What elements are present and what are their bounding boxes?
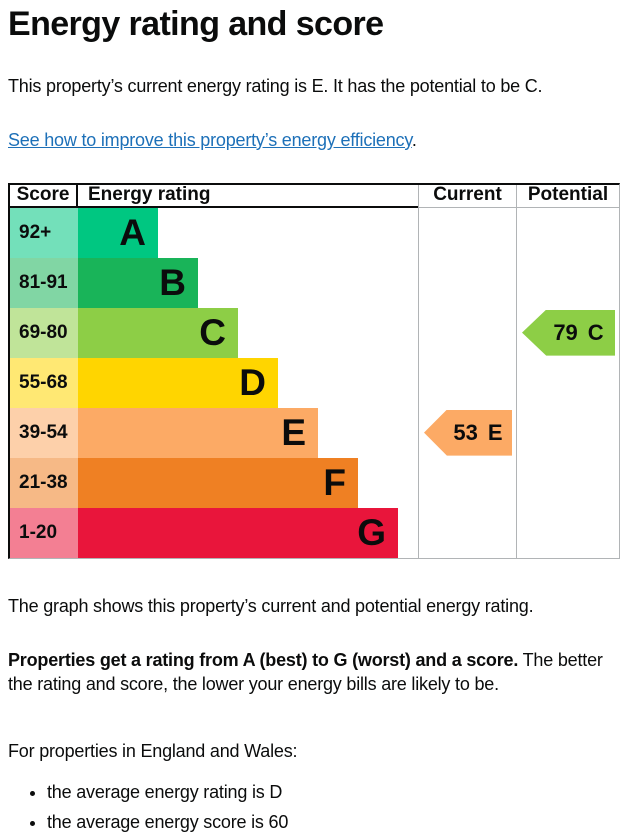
- chart-header-row: Score Energy rating Current Potential: [10, 184, 619, 208]
- band-d-score: 55-68: [10, 357, 78, 408]
- band-a-letter: A: [119, 212, 146, 254]
- band-f-score: 21-38: [10, 457, 78, 508]
- band-e-score: 39-54: [10, 407, 78, 458]
- header-current: Current: [418, 184, 516, 208]
- band-c-letter: C: [199, 312, 226, 354]
- potential-rating-letter: C: [587, 319, 604, 345]
- band-b-score: 81-91: [10, 257, 78, 308]
- band-c-bar: C: [78, 307, 238, 358]
- current-cell-d: [418, 357, 516, 408]
- potential-cell-f: [516, 457, 619, 508]
- intro-text: This property’s current energy rating is…: [8, 75, 543, 96]
- band-row-e: 39-54 E 53 E: [10, 407, 619, 458]
- header-score: Score: [10, 184, 78, 208]
- band-a-bar: A: [78, 207, 158, 258]
- potential-score-value: 79: [553, 319, 578, 345]
- band-a-score: 92+: [10, 207, 78, 258]
- band-c-score: 69-80: [10, 307, 78, 358]
- potential-cell-e: [516, 407, 619, 458]
- potential-cell-d: [516, 357, 619, 408]
- band-b-letter: B: [159, 262, 186, 304]
- current-score-value: 53: [453, 419, 478, 445]
- band-d-track: D: [78, 357, 418, 408]
- energy-rating-chart: Score Energy rating Current Potential 92…: [8, 182, 620, 559]
- link-suffix: .: [411, 129, 417, 150]
- current-cell-b: [418, 257, 516, 308]
- band-g-letter: G: [357, 512, 386, 554]
- band-row-f: 21-38 F: [10, 457, 619, 508]
- band-row-c: 69-80 C 79 C: [10, 307, 619, 358]
- potential-cell-b: [516, 257, 619, 308]
- potential-rating-arrow: 79 C: [522, 309, 615, 356]
- band-e-letter: E: [281, 412, 306, 454]
- current-rating-arrow: 53 E: [424, 409, 512, 456]
- average-rating-item: the average energy rating is D: [47, 780, 622, 804]
- current-cell-e: 53 E: [418, 407, 516, 458]
- header-potential: Potential: [516, 184, 619, 208]
- page-title: Energy rating and score: [8, 5, 384, 43]
- current-cell-c: [418, 307, 516, 358]
- band-row-g: 1-20 G: [10, 507, 619, 558]
- potential-cell-c: 79 C: [516, 307, 619, 358]
- band-f-letter: F: [323, 462, 346, 504]
- current-cell-f: [418, 457, 516, 508]
- current-cell-g: [418, 507, 516, 558]
- band-f-track: F: [78, 457, 418, 508]
- band-row-d: 55-68 D: [10, 357, 619, 408]
- current-rating-letter: E: [487, 419, 503, 445]
- current-cell-a: [418, 207, 516, 258]
- band-e-bar: E: [78, 407, 318, 458]
- potential-cell-g: [516, 507, 619, 558]
- band-c-track: C: [78, 307, 418, 358]
- header-energy-rating: Energy rating: [78, 184, 418, 208]
- band-row-b: 81-91 B: [10, 257, 619, 308]
- band-row-a: 92+ A: [10, 207, 619, 258]
- band-b-track: B: [78, 257, 418, 308]
- rating-explanation-lead: Properties get a rating from A (best) to…: [8, 649, 519, 670]
- band-d-bar: D: [78, 357, 278, 408]
- band-a-track: A: [78, 207, 418, 258]
- chart-caption: The graph shows this property’s current …: [8, 595, 534, 616]
- band-g-bar: G: [78, 507, 398, 558]
- improve-link-line: See how to improve this property’s energ…: [8, 129, 622, 153]
- improve-efficiency-link[interactable]: See how to improve this property’s energ…: [8, 129, 412, 150]
- band-f-bar: F: [78, 457, 358, 508]
- band-b-bar: B: [78, 257, 198, 308]
- potential-cell-a: [516, 207, 619, 258]
- averages-list: the average energy rating is D the avera…: [8, 780, 622, 834]
- region-intro: For properties in England and Wales:: [8, 741, 298, 762]
- band-e-track: E: [78, 407, 418, 458]
- band-g-track: G: [78, 507, 418, 558]
- rating-explanation-rest: The better the rating and score, the low…: [8, 649, 603, 694]
- average-score-item: the average energy score is 60: [47, 810, 622, 834]
- rating-explanation: Properties get a rating from A (best) to…: [8, 649, 622, 697]
- band-d-letter: D: [239, 362, 266, 404]
- band-g-score: 1-20: [10, 507, 78, 558]
